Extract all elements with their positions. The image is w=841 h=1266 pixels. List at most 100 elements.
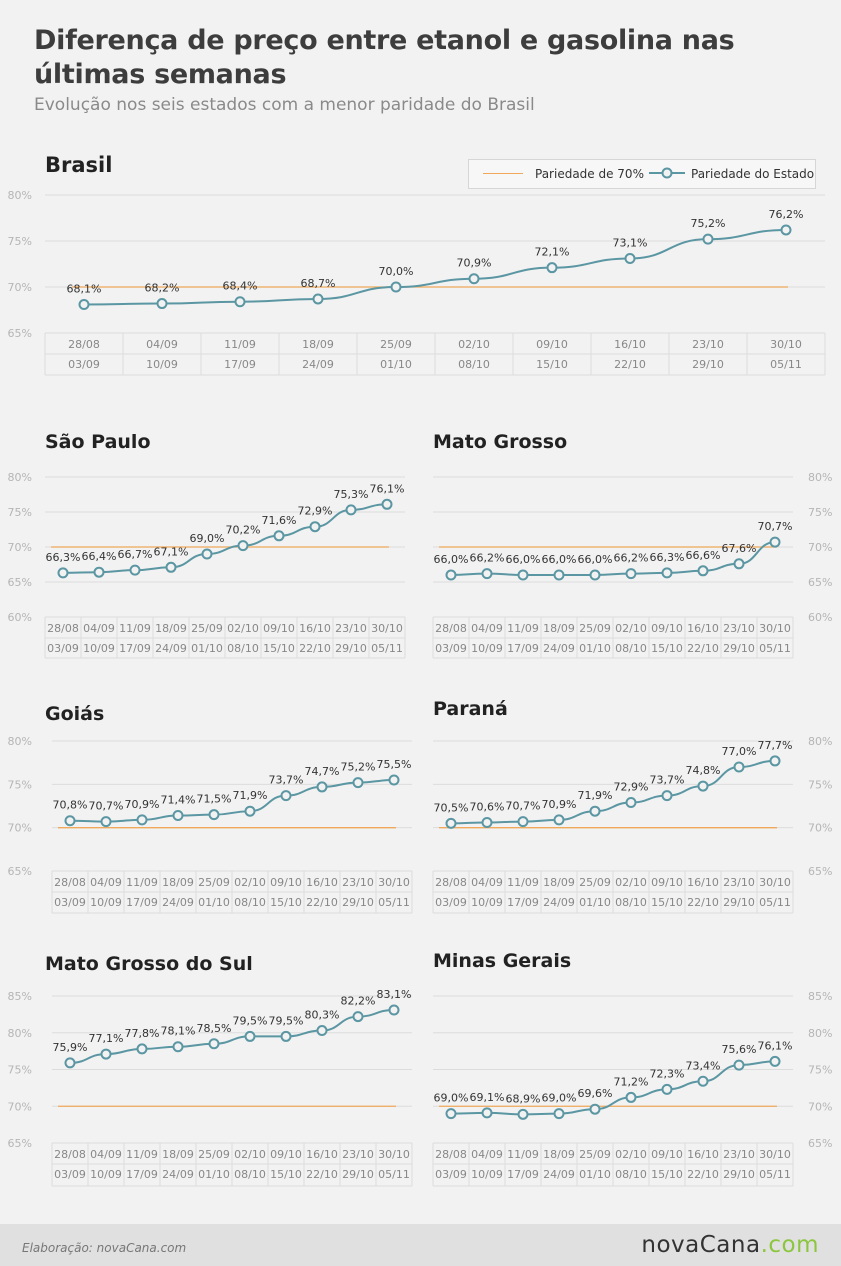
data-label: 70,7% — [506, 800, 541, 813]
logo-suffix-text: .com — [760, 1232, 819, 1258]
data-label: 66,7% — [118, 548, 153, 561]
data-label: 73,4% — [686, 1059, 721, 1072]
x-tick-label-end: 08/10 — [615, 642, 647, 655]
x-tick-label-end: 15/10 — [651, 1168, 683, 1181]
data-point — [702, 233, 714, 245]
data-point — [697, 565, 709, 577]
x-tick-label-start: 02/10 — [615, 1148, 647, 1161]
x-tick-label-start: 09/10 — [263, 622, 295, 635]
data-point — [237, 540, 249, 552]
x-tick-label-start: 28/08 — [68, 338, 100, 351]
data-label: 75,6% — [722, 1043, 757, 1056]
data-label: 70,6% — [470, 800, 505, 813]
x-tick-label-start: 28/08 — [54, 876, 86, 889]
x-tick-label-end: 10/09 — [90, 1168, 122, 1181]
x-tick-label-end: 03/09 — [435, 642, 467, 655]
x-tick-label-end: 05/11 — [759, 642, 791, 655]
data-point — [78, 298, 90, 310]
x-tick-label-end: 03/09 — [54, 896, 86, 909]
data-label: 66,2% — [614, 552, 649, 565]
data-label: 83,1% — [377, 988, 412, 1001]
data-point — [316, 781, 328, 793]
x-tick-label-end: 29/10 — [335, 642, 367, 655]
y-tick-label: 65% — [808, 865, 832, 878]
data-point — [100, 816, 112, 828]
data-point — [93, 566, 105, 578]
y-tick-label: 80% — [8, 1027, 32, 1040]
data-label: 66,0% — [434, 553, 469, 566]
data-label: 76,1% — [370, 482, 405, 495]
data-point — [208, 1038, 220, 1050]
data-label: 70,9% — [457, 257, 492, 270]
data-label: 69,0% — [542, 1092, 577, 1105]
data-point — [546, 262, 558, 274]
x-tick-label-end: 01/10 — [191, 642, 223, 655]
data-label: 71,6% — [262, 514, 297, 527]
y-tick-label: 70% — [808, 1100, 832, 1113]
x-tick-label-start: 23/10 — [335, 622, 367, 635]
data-label: 82,2% — [341, 995, 376, 1008]
x-tick-label-end: 15/10 — [270, 1168, 302, 1181]
x-tick-label-end: 05/11 — [378, 1168, 410, 1181]
y-tick-label: 75% — [808, 506, 832, 519]
x-tick-label-end: 15/10 — [536, 358, 568, 371]
x-tick-label-start: 02/10 — [234, 876, 266, 889]
x-tick-label-start: 09/10 — [270, 876, 302, 889]
data-point — [234, 296, 246, 308]
x-tick-label-start: 16/10 — [687, 876, 719, 889]
data-point — [388, 1004, 400, 1016]
y-tick-label: 65% — [8, 865, 32, 878]
data-point — [244, 805, 256, 817]
x-tick-label-start: 11/09 — [126, 876, 158, 889]
x-tick-label-end: 10/09 — [146, 358, 178, 371]
x-tick-label-start: 09/10 — [651, 622, 683, 635]
x-tick-label-end: 17/09 — [119, 642, 151, 655]
data-point — [64, 815, 76, 827]
data-point — [625, 568, 637, 580]
x-tick-label-start: 28/08 — [54, 1148, 86, 1161]
data-label: 73,7% — [650, 774, 685, 787]
x-tick-label-start: 23/10 — [342, 1148, 374, 1161]
x-tick-label-start: 30/10 — [759, 876, 791, 889]
data-label: 75,2% — [341, 761, 376, 774]
y-tick-label: 70% — [8, 541, 32, 554]
data-label: 80,3% — [305, 1009, 340, 1022]
x-tick-label-start: 11/09 — [507, 1148, 539, 1161]
data-label: 66,0% — [506, 553, 541, 566]
x-tick-label-start: 11/09 — [224, 338, 256, 351]
y-tick-label: 70% — [808, 541, 832, 554]
x-tick-label-end: 22/10 — [306, 896, 338, 909]
data-point — [625, 797, 637, 809]
data-label: 70,5% — [434, 801, 469, 814]
data-point — [553, 1108, 565, 1120]
y-tick-label: 65% — [8, 1137, 32, 1150]
x-tick-label-start: 18/09 — [162, 876, 194, 889]
y-tick-label: 80% — [808, 471, 832, 484]
data-label: 77,8% — [125, 1027, 160, 1040]
data-point — [468, 273, 480, 285]
chart-title: Paraná — [433, 698, 508, 720]
x-tick-label-end: 03/09 — [54, 1168, 86, 1181]
y-tick-label: 85% — [8, 990, 32, 1003]
x-tick-label-start: 04/09 — [471, 1148, 503, 1161]
x-tick-label-end: 29/10 — [342, 1168, 374, 1181]
data-label: 71,5% — [197, 793, 232, 806]
data-point — [316, 1025, 328, 1037]
x-tick-label-start: 25/09 — [198, 876, 230, 889]
data-point — [208, 809, 220, 821]
x-tick-label-end: 15/10 — [270, 896, 302, 909]
data-point — [517, 1108, 529, 1120]
x-tick-label-start: 04/09 — [146, 338, 178, 351]
data-point — [100, 1048, 112, 1060]
x-tick-label-start: 30/10 — [759, 622, 791, 635]
x-tick-label-end: 10/09 — [90, 896, 122, 909]
x-tick-label-end: 29/10 — [342, 896, 374, 909]
x-tick-label-end: 10/09 — [471, 1168, 503, 1181]
data-point — [390, 281, 402, 293]
data-point — [129, 564, 141, 576]
x-tick-label-start: 11/09 — [119, 622, 151, 635]
data-label: 69,0% — [190, 532, 225, 545]
data-point — [661, 1083, 673, 1095]
x-tick-label-start: 04/09 — [90, 876, 122, 889]
data-label: 68,4% — [223, 280, 258, 293]
